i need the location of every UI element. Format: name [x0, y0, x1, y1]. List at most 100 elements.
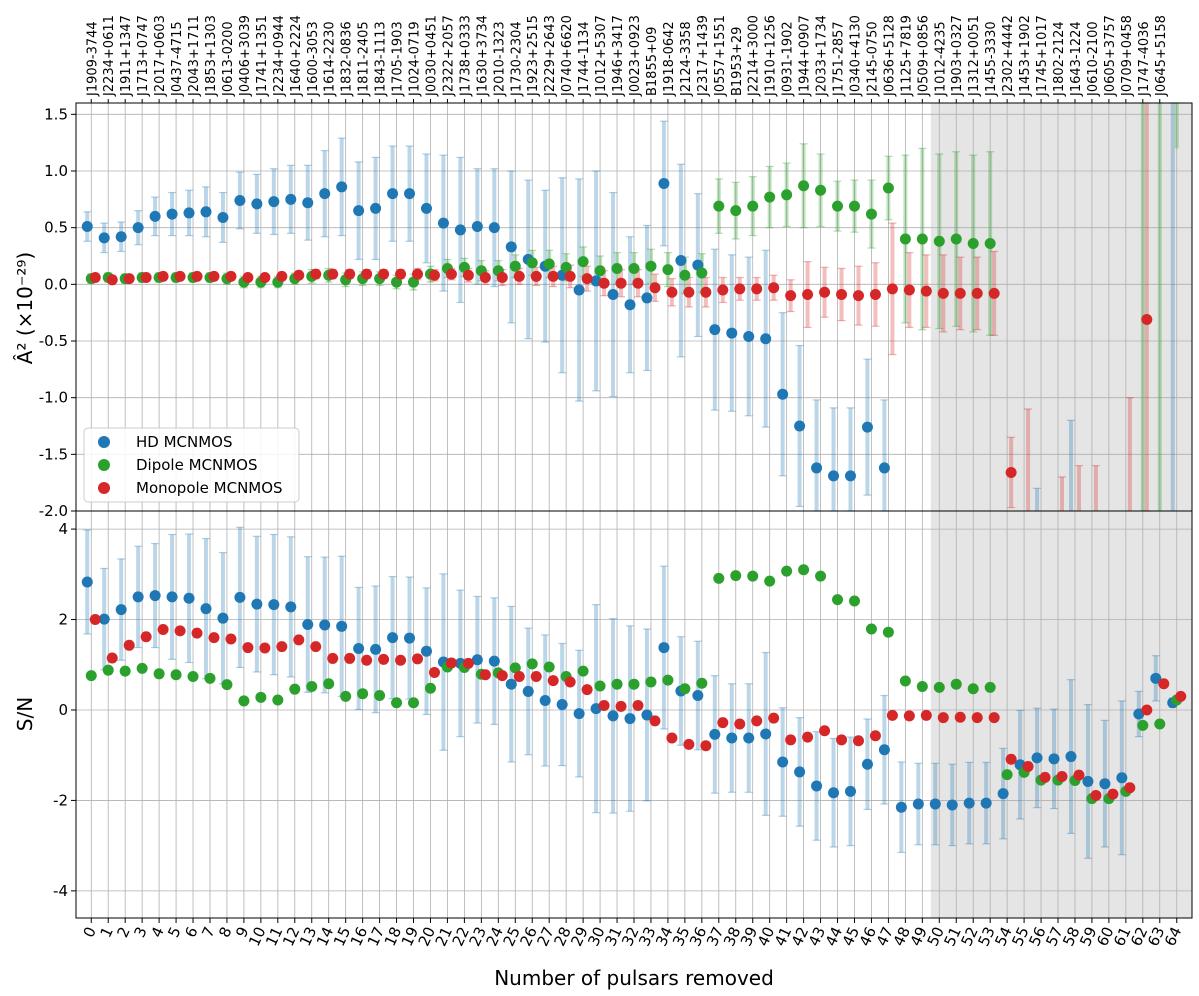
- point-A2-dipole: [815, 184, 827, 196]
- pulsar-label: J1630+3734: [475, 15, 490, 97]
- point-SN-hd: [319, 619, 331, 631]
- data-points: [81, 177, 1187, 813]
- pulsar-label: J1643-1224: [1069, 21, 1084, 97]
- point-SN-dipole: [1001, 769, 1013, 781]
- pulsar-label: J2033+1734: [815, 15, 830, 97]
- point-A2-dipole: [628, 262, 640, 274]
- point-A2-monopole: [683, 286, 695, 298]
- point-SN-hd: [404, 632, 416, 644]
- point-A2-monopole: [191, 270, 203, 282]
- point-A2-monopole: [157, 270, 169, 282]
- point-SN-monopole: [1056, 770, 1068, 782]
- point-A2-monopole: [259, 272, 271, 284]
- point-SN-dipole: [153, 668, 165, 680]
- point-SN-monopole: [666, 732, 678, 744]
- point-A2-monopole: [598, 277, 610, 289]
- pulsar-label: J1910+1256: [764, 15, 779, 97]
- point-SN-hd: [828, 787, 840, 799]
- point-A2-hd: [404, 188, 416, 200]
- point-A2-hd: [743, 330, 755, 342]
- pulsar-label: J2317+1439: [696, 15, 711, 97]
- point-SN-monopole: [327, 652, 339, 664]
- point-A2-monopole: [717, 284, 729, 296]
- point-SN-monopole: [836, 734, 848, 746]
- point-A2-hd: [844, 470, 856, 482]
- ytick-label-A2: 0.5: [44, 219, 68, 237]
- point-SN-hd: [1065, 751, 1077, 763]
- point-A2-hd: [285, 193, 297, 205]
- point-A2-monopole: [310, 268, 322, 280]
- point-SN-dipole: [611, 678, 623, 690]
- point-SN-hd: [607, 710, 619, 722]
- pulsar-label: J1843-1113: [374, 21, 389, 97]
- ytick-label-A2: -1.5: [39, 445, 68, 463]
- pulsar-label: J1614-2230: [323, 21, 338, 97]
- point-SN-dipole: [357, 688, 369, 700]
- pulsar-label: J2322+2057: [441, 15, 456, 97]
- point-SN-dipole: [798, 564, 810, 576]
- point-SN-hd: [1116, 772, 1128, 784]
- point-A2-monopole: [581, 273, 593, 285]
- point-A2-dipole: [509, 260, 521, 272]
- pulsar-label: J1923+2515: [526, 15, 541, 97]
- point-A2-monopole: [513, 270, 525, 282]
- point-SN-monopole: [598, 699, 610, 711]
- point-A2-monopole: [768, 282, 780, 294]
- point-A2-hd: [183, 207, 195, 219]
- point-SN-monopole: [852, 735, 864, 747]
- pulsar-label: J1811-2405: [357, 21, 372, 97]
- pulsar-label: J1455-3330: [984, 21, 999, 97]
- point-SN-hd: [1048, 753, 1060, 765]
- point-SN-hd: [488, 655, 500, 667]
- pulsar-label: J1640+2224: [289, 15, 304, 97]
- point-SN-hd: [98, 613, 110, 625]
- point-A2-monopole: [412, 268, 424, 280]
- point-SN-dipole: [408, 697, 420, 709]
- point-SN-dipole: [119, 665, 131, 677]
- legend-label-dipole: Dipole MCNMOS: [136, 456, 258, 474]
- pulsar-label: J1745+1017: [1035, 15, 1050, 97]
- shaded-region-SN: [930, 511, 1192, 918]
- point-A2-monopole: [836, 289, 848, 301]
- point-SN-hd: [861, 758, 873, 770]
- point-A2-monopole: [530, 270, 542, 282]
- point-A2-dipole: [899, 233, 911, 245]
- point-SN-dipole: [933, 681, 945, 693]
- point-A2-dipole: [679, 269, 691, 281]
- point-A2-monopole: [106, 274, 118, 286]
- point-SN-dipole: [306, 680, 318, 692]
- pulsar-label: J1903+0327: [950, 15, 965, 97]
- point-SN-hd: [709, 728, 721, 740]
- pulsar-label: J1909-3744: [85, 21, 100, 97]
- point-SN-dipole: [374, 690, 386, 702]
- point-SN-hd: [387, 632, 399, 644]
- point-SN-monopole: [785, 734, 797, 746]
- point-SN-hd: [420, 645, 432, 657]
- point-A2-hd: [726, 327, 738, 339]
- point-A2-hd: [268, 196, 280, 208]
- point-SN-monopole: [768, 712, 780, 724]
- point-SN-dipole: [238, 695, 250, 707]
- point-SN-dipole: [865, 623, 877, 635]
- point-SN-monopole: [106, 652, 118, 664]
- point-A2-monopole: [445, 268, 457, 280]
- point-A2-dipole: [594, 265, 606, 277]
- point-SN-hd: [760, 728, 772, 740]
- point-SN-dipole: [747, 570, 759, 582]
- pulsar-label: J1453+1902: [1018, 15, 1033, 97]
- point-SN-hd: [743, 732, 755, 744]
- point-A2-monopole: [1141, 313, 1153, 325]
- point-SN-monopole: [157, 623, 169, 635]
- point-A2-hd: [336, 181, 348, 193]
- point-SN-dipole: [967, 683, 979, 695]
- pulsar-label: J1125+7819: [899, 15, 914, 97]
- point-A2-hd: [505, 241, 517, 253]
- point-SN-dipole: [832, 594, 844, 606]
- point-SN-monopole: [378, 653, 390, 665]
- point-SN-hd: [234, 591, 246, 603]
- point-A2-dipole: [933, 235, 945, 247]
- pulsar-label: J2214+3000: [747, 15, 762, 97]
- point-A2-monopole: [785, 290, 797, 302]
- point-SN-monopole: [513, 671, 525, 683]
